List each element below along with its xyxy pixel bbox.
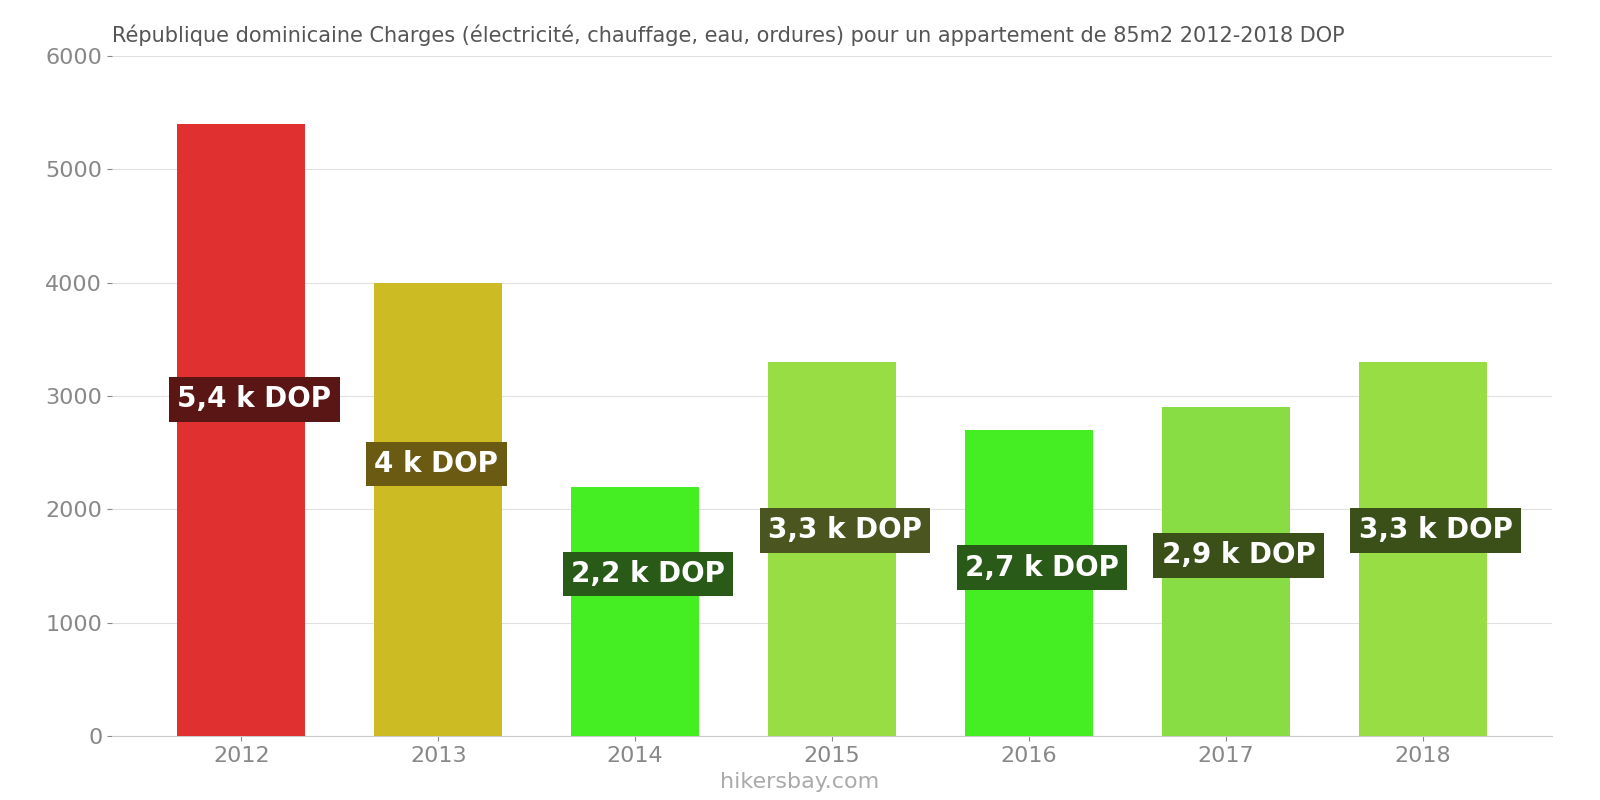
Text: 3,3 k DOP: 3,3 k DOP (1358, 516, 1512, 544)
Bar (1162, 407, 1290, 736)
Text: 4 k DOP: 4 k DOP (374, 450, 498, 478)
Bar (374, 282, 502, 736)
Text: 3,3 k DOP: 3,3 k DOP (768, 516, 922, 544)
Text: 2,9 k DOP: 2,9 k DOP (1162, 542, 1315, 570)
Bar (768, 362, 896, 736)
Bar (1358, 362, 1486, 736)
Text: hikersbay.com: hikersbay.com (720, 772, 880, 792)
Text: 2,2 k DOP: 2,2 k DOP (571, 560, 725, 588)
Bar (178, 124, 306, 736)
Text: 2,7 k DOP: 2,7 k DOP (965, 554, 1118, 582)
Text: République dominicaine Charges (électricité, chauffage, eau, ordures) pour un ap: République dominicaine Charges (électric… (112, 25, 1344, 46)
Text: 5,4 k DOP: 5,4 k DOP (178, 386, 331, 414)
Bar (965, 430, 1093, 736)
Bar (571, 486, 699, 736)
